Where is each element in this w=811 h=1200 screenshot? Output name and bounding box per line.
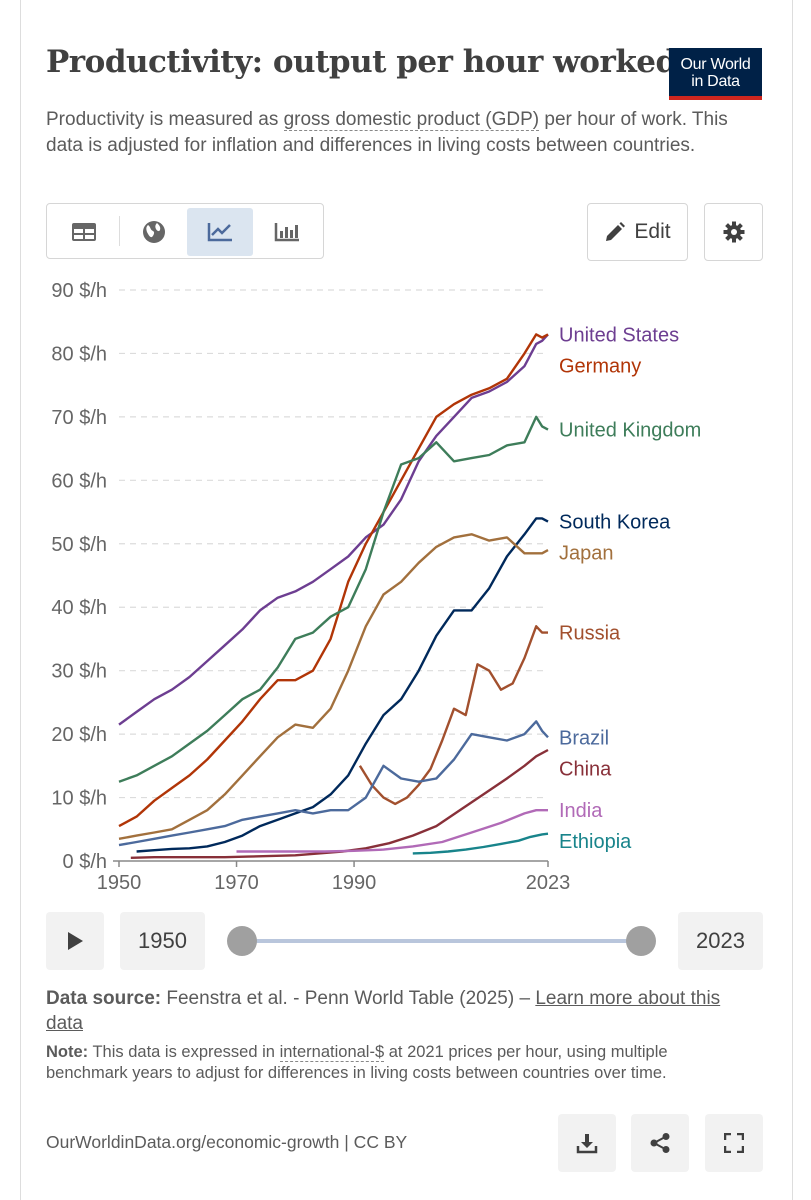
series-line-brazil[interactable]: [118, 720, 549, 847]
subtitle-post: per hour of work. This data is adjusted …: [46, 109, 728, 156]
tab-table[interactable]: [51, 208, 117, 256]
edit-label: Edit: [634, 220, 671, 243]
source-label: Data source:: [46, 988, 162, 1009]
series-line-germany[interactable]: [118, 333, 549, 828]
x-tick-label: 1970: [214, 872, 259, 894]
note-text-post: at 2021 prices per hour, using multiple …: [46, 1043, 668, 1082]
logo-line-2: in Data: [691, 73, 740, 90]
logo-line-1: Our World: [680, 56, 751, 73]
timeline-start-handle[interactable]: [227, 926, 257, 956]
chart-type-tabs: [46, 203, 324, 259]
tab-map[interactable]: [121, 208, 187, 256]
note-label: Note:: [46, 1043, 89, 1061]
download-button[interactable]: [558, 1114, 616, 1172]
series-line-india[interactable]: [236, 809, 549, 853]
x-tick-label: 1950: [97, 872, 142, 894]
table-icon: [72, 223, 96, 241]
series-label[interactable]: India: [559, 800, 603, 822]
series-label[interactable]: United Kingdom: [559, 420, 701, 442]
x-tick-label: 1990: [332, 872, 377, 894]
learn-more-link[interactable]: Learn more about this data: [46, 988, 721, 1034]
y-tick-label: 20 $/h: [51, 724, 107, 746]
fullscreen-button[interactable]: [705, 1114, 763, 1172]
series-line-united-states[interactable]: [118, 333, 549, 726]
bar-chart-icon: [274, 223, 299, 242]
series-line-china[interactable]: [130, 748, 549, 859]
gdp-definition-link[interactable]: gross domestic product (GDP): [283, 109, 540, 131]
download-icon: [576, 1134, 598, 1154]
tab-divider: [119, 216, 120, 246]
tab-line-chart[interactable]: [187, 208, 253, 256]
pencil-icon: [606, 222, 626, 241]
end-year-button[interactable]: 2023: [678, 912, 763, 970]
y-tick-label: 10 $/h: [51, 788, 107, 810]
play-button[interactable]: [46, 912, 104, 970]
owid-logo[interactable]: Our World in Data: [669, 48, 762, 100]
share-button[interactable]: [631, 1114, 689, 1172]
page-title: Productivity: output per hour worked: [46, 44, 677, 80]
y-tick-label: 50 $/h: [51, 534, 107, 556]
footer-attribution[interactable]: OurWorldinData.org/economic-growth | CC …: [46, 1132, 408, 1152]
timeline-track[interactable]: [242, 939, 640, 943]
start-year-button[interactable]: 1950: [120, 912, 205, 970]
timeline-end-handle[interactable]: [626, 926, 656, 956]
series-label[interactable]: Germany: [559, 355, 641, 377]
line-chart-icon: [207, 223, 232, 242]
series-label[interactable]: China: [559, 758, 612, 780]
tab-bar-chart[interactable]: [254, 208, 320, 256]
line-chart: 0 $/h 10 $/h 20 $/h 30 $/h 40 $/h 50 $/h 60 $/…: [51, 280, 701, 894]
y-tick-label: 30 $/h: [51, 661, 107, 683]
share-icon: [650, 1133, 670, 1153]
globe-icon: [143, 221, 165, 243]
data-source: Data source: Feenstra et al. - Penn Worl…: [46, 986, 746, 1036]
fullscreen-icon: [724, 1133, 744, 1153]
series-line-japan[interactable]: [118, 533, 549, 840]
international-dollar-link[interactable]: international-$: [279, 1043, 385, 1062]
series-label[interactable]: Brazil: [559, 727, 609, 749]
source-text: Feenstra et al. - Penn World Table (2025…: [161, 988, 536, 1009]
chart-card: [20, 0, 793, 1200]
series-line-russia[interactable]: [358, 625, 548, 806]
edit-button[interactable]: Edit: [587, 203, 688, 261]
subtitle: Productivity is measured as gross domest…: [46, 107, 746, 159]
y-tick-label: 0 $/h: [63, 851, 107, 873]
play-icon: [68, 932, 83, 950]
series-line-south-korea[interactable]: [136, 517, 549, 853]
series-line-ethiopia[interactable]: [412, 832, 549, 855]
x-tick-label: 2023: [526, 872, 571, 894]
subtitle-pre: Productivity is measured as: [46, 109, 284, 130]
note: Note: This data is expressed in internat…: [46, 1042, 746, 1084]
y-tick-label: 40 $/h: [51, 597, 107, 619]
series-line-united-kingdom[interactable]: [118, 415, 549, 783]
series-label[interactable]: Japan: [559, 543, 614, 565]
note-text-pre: This data is expressed in: [88, 1043, 280, 1061]
y-tick-label: 70 $/h: [51, 407, 107, 429]
gear-icon: [723, 221, 744, 243]
series-label[interactable]: United States: [559, 324, 679, 346]
series-label[interactable]: Ethiopia: [559, 831, 632, 853]
series-label[interactable]: Russia: [559, 623, 621, 645]
y-tick-label: 80 $/h: [51, 343, 107, 365]
y-tick-label: 60 $/h: [51, 470, 107, 492]
y-tick-label: 90 $/h: [51, 280, 107, 302]
settings-button[interactable]: [704, 203, 763, 261]
series-label[interactable]: South Korea: [559, 512, 671, 534]
